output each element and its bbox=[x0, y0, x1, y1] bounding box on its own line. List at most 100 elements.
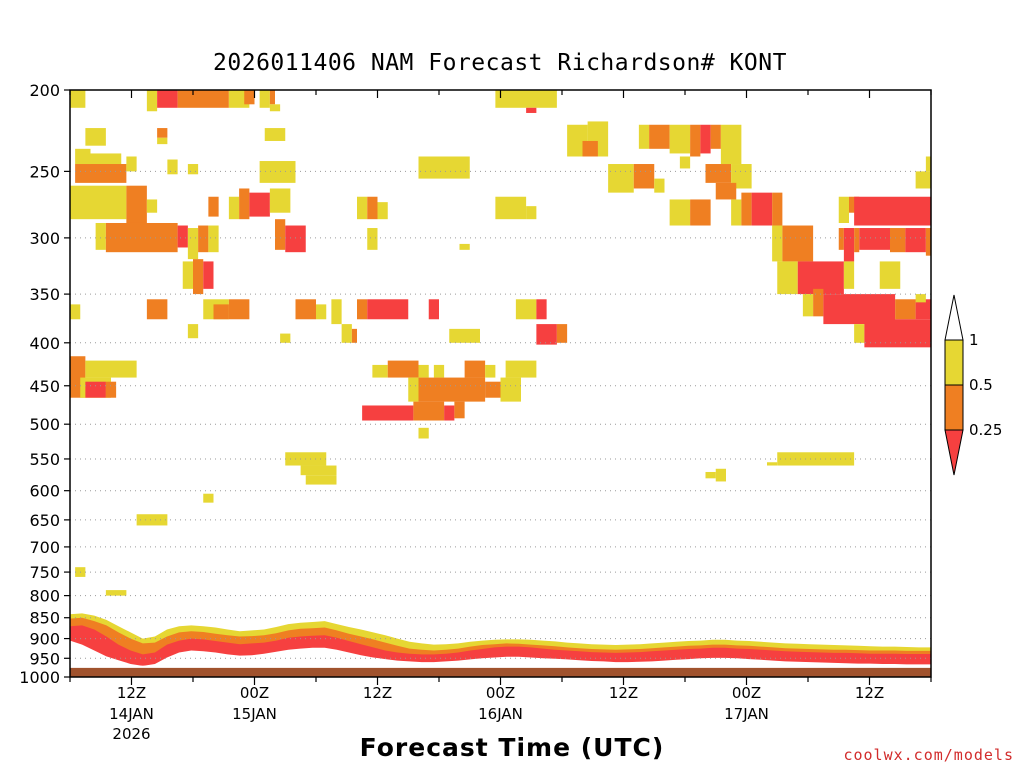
heatmap-cell bbox=[157, 128, 168, 138]
heatmap-cell bbox=[275, 219, 286, 250]
heatmap-cell bbox=[259, 161, 296, 183]
heatmap-cell bbox=[915, 171, 931, 189]
heatmap-cell bbox=[823, 294, 896, 325]
heatmap-cell bbox=[608, 164, 634, 193]
heatmap-cell bbox=[367, 299, 409, 320]
heatmap-cell bbox=[500, 377, 521, 402]
x-tick-label: 00Z bbox=[732, 684, 761, 702]
heatmap-cell bbox=[146, 299, 168, 320]
heatmap-cell bbox=[280, 333, 291, 343]
boundary-layer-band bbox=[70, 625, 931, 666]
heatmap-cell bbox=[459, 243, 470, 250]
heatmap-cell bbox=[182, 261, 193, 289]
heatmap-cell bbox=[731, 199, 742, 226]
heatmap-cell bbox=[105, 222, 178, 253]
y-tick-label: 650 bbox=[29, 511, 60, 530]
heatmap-cell bbox=[669, 124, 691, 154]
x-tick-label: 12Z bbox=[609, 684, 638, 702]
x-tick-label: 12Z bbox=[117, 684, 146, 702]
heatmap-cell bbox=[879, 261, 901, 289]
heatmap-cell bbox=[925, 228, 931, 256]
heatmap-cell bbox=[854, 228, 860, 253]
heatmap-cell bbox=[213, 304, 229, 320]
chart-title: 2026011406 NAM Forecast Richardson# KONT bbox=[213, 50, 787, 76]
heatmap-cell bbox=[654, 178, 665, 193]
y-tick-label: 900 bbox=[29, 630, 60, 649]
heatmap-cell bbox=[341, 324, 352, 343]
heatmap-cell bbox=[126, 156, 137, 172]
heatmap-cell bbox=[203, 493, 214, 503]
heatmap-cell bbox=[418, 364, 429, 378]
heatmap-cell bbox=[905, 228, 926, 253]
heatmap-cell bbox=[367, 196, 378, 220]
heatmap-cell bbox=[715, 468, 726, 482]
heatmap-cell bbox=[269, 90, 275, 105]
heatmap-cell bbox=[239, 188, 250, 220]
heatmap-cell bbox=[187, 164, 199, 175]
x-axis-label: Forecast Time (UTC) bbox=[359, 733, 665, 762]
heatmap-cell bbox=[228, 196, 240, 220]
heatmap-cell bbox=[157, 137, 168, 145]
heatmap-cell bbox=[193, 259, 204, 295]
heatmap-cell bbox=[859, 228, 890, 250]
y-tick-label: 250 bbox=[29, 162, 60, 181]
heatmap-cell bbox=[454, 401, 465, 419]
heatmap-cell bbox=[75, 164, 127, 183]
heatmap-cell bbox=[638, 124, 650, 149]
heatmap-cell bbox=[864, 319, 931, 348]
heatmap-cell bbox=[890, 228, 906, 253]
heatmap-cell bbox=[813, 288, 824, 317]
heatmap-cell bbox=[362, 405, 414, 421]
heatmap-cell bbox=[751, 192, 773, 226]
heatmap-cell bbox=[854, 196, 931, 226]
y-tick-label: 200 bbox=[29, 81, 60, 100]
heatmap-cell bbox=[802, 294, 814, 317]
credit-text: coolwx.com/models bbox=[843, 746, 1014, 764]
heatmap-cell bbox=[208, 196, 219, 217]
heatmap-cell bbox=[915, 294, 926, 303]
heatmap-cell bbox=[85, 128, 106, 146]
heatmap-cell bbox=[244, 90, 255, 105]
heatmap-cell bbox=[797, 261, 844, 295]
heatmap-cell bbox=[705, 164, 732, 183]
heatmap-cell bbox=[187, 228, 199, 260]
heatmap-cell bbox=[331, 299, 342, 325]
heatmap-cell bbox=[715, 182, 737, 200]
heatmap-cell bbox=[177, 225, 188, 248]
heatmap-cell bbox=[464, 360, 486, 378]
heatmap-cell bbox=[485, 364, 496, 378]
heatmap-cell bbox=[95, 222, 106, 250]
heatmap-cell bbox=[413, 401, 445, 421]
legend-swatch-below-0.25 bbox=[944, 429, 964, 476]
heatmap-cell bbox=[157, 90, 178, 108]
heatmap-cell bbox=[731, 164, 752, 189]
y-tick-label: 800 bbox=[29, 587, 60, 606]
heatmap-cell bbox=[70, 185, 127, 220]
heatmap-cell bbox=[105, 381, 117, 398]
y-tick-label: 700 bbox=[29, 538, 60, 557]
heatmap-cell bbox=[895, 299, 916, 320]
heatmap-cell bbox=[264, 128, 286, 141]
heatmap-cell bbox=[679, 156, 691, 169]
heatmap-cell bbox=[556, 324, 568, 343]
y-tick-label: 950 bbox=[29, 649, 60, 668]
heatmap-cell bbox=[177, 90, 229, 108]
y-tick-label: 350 bbox=[29, 285, 60, 304]
legend-label: 0.5 bbox=[969, 376, 993, 394]
y-tick-label: 450 bbox=[29, 377, 60, 396]
heatmap-cell bbox=[377, 202, 388, 220]
y-tick-label: 750 bbox=[29, 563, 60, 582]
heatmap-cell bbox=[700, 124, 711, 154]
heatmap-cell bbox=[249, 192, 270, 217]
heatmap-cell bbox=[300, 465, 337, 476]
heatmap-cell bbox=[146, 199, 158, 213]
heatmap-cell bbox=[838, 196, 849, 223]
heatmap-cell bbox=[367, 228, 378, 250]
x-tick-label: 12Z bbox=[363, 684, 392, 702]
heatmap-cell bbox=[536, 299, 547, 320]
x-tick-date: 16JAN bbox=[478, 705, 523, 723]
heatmap-cell bbox=[418, 377, 486, 402]
heatmap-cell bbox=[372, 364, 388, 378]
heatmap-cell bbox=[772, 225, 783, 262]
y-tick-label: 300 bbox=[29, 229, 60, 248]
